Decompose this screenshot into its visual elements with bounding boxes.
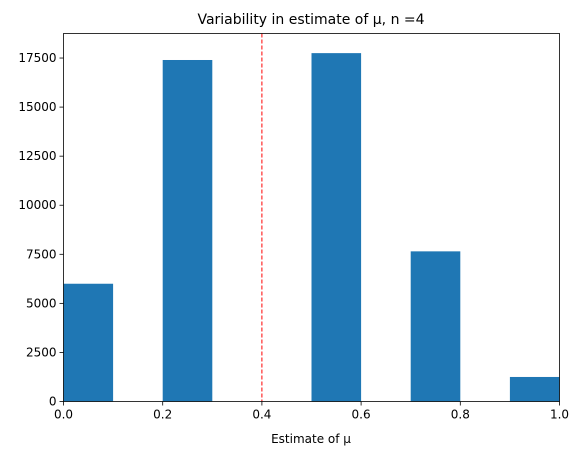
y-tick-label: 10000 [18, 198, 56, 212]
y-tick-label: 5000 [26, 296, 57, 310]
bars-group [63, 53, 560, 402]
histogram-bar-2 [162, 59, 213, 402]
y-tick-label: 12500 [18, 149, 56, 163]
x-axis-label: Estimate of μ [271, 432, 351, 446]
x-tick-label: 0.0 [54, 408, 73, 422]
x-tick-label: 0.4 [252, 408, 271, 422]
y-tick-label: 7500 [26, 247, 57, 261]
x-axis: 0.0 0.2 0.4 0.6 0.8 1.0 [54, 401, 569, 422]
x-tick-label: 0.8 [451, 408, 470, 422]
x-tick-label: 1.0 [550, 408, 569, 422]
y-axis: 0 2500 5000 7500 10000 12500 15000 17500 [18, 51, 64, 409]
x-tick-label: 0.2 [153, 408, 172, 422]
histogram-bar-5 [311, 53, 362, 402]
y-tick-label: 2500 [26, 345, 57, 359]
y-tick-label: 0 [49, 395, 57, 409]
y-tick-label: 17500 [18, 51, 56, 65]
x-tick-label: 0.6 [352, 408, 371, 422]
plot-frame [63, 33, 560, 402]
histogram-bar-0 [63, 283, 114, 402]
histogram-bar-9 [509, 376, 560, 402]
y-tick-label: 15000 [18, 100, 56, 114]
histogram-bar-7 [410, 251, 461, 402]
chart-title: Variability in estimate of μ, n =4 [197, 12, 424, 28]
